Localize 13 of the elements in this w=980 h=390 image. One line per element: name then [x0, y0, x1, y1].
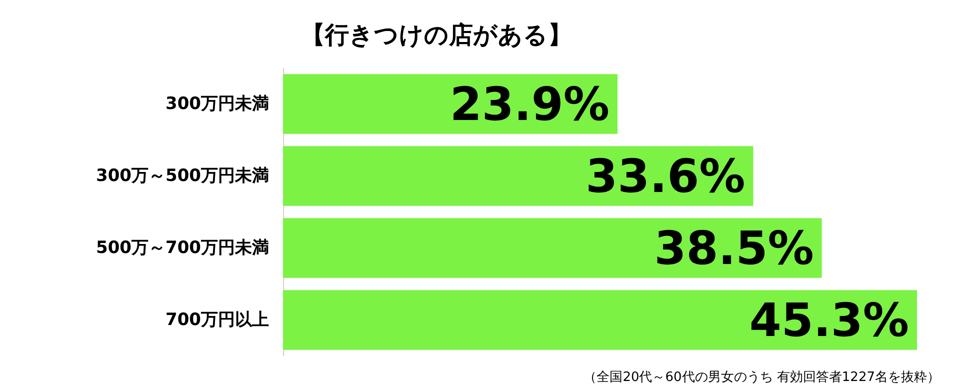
y-tick-label: 700万円以上 [166, 310, 269, 330]
data-label: 45.3% [749, 293, 909, 347]
data-label: 33.6% [586, 149, 746, 203]
data-label: 23.9% [450, 77, 610, 131]
y-tick-label: 300万～500万円未満 [96, 166, 269, 186]
y-tick-label: 300万円未満 [166, 94, 269, 114]
bar [283, 218, 822, 278]
y-tick-label: 500万～700万円未満 [96, 238, 269, 258]
bar [283, 290, 917, 350]
text: （全国20代～60代の男女のうち 有効回答者1227名を抜粋） [584, 370, 940, 385]
bar [283, 146, 754, 206]
chart-title: 【行きつけの店がある】 [301, 21, 572, 49]
data-label: 38.5% [654, 221, 814, 275]
